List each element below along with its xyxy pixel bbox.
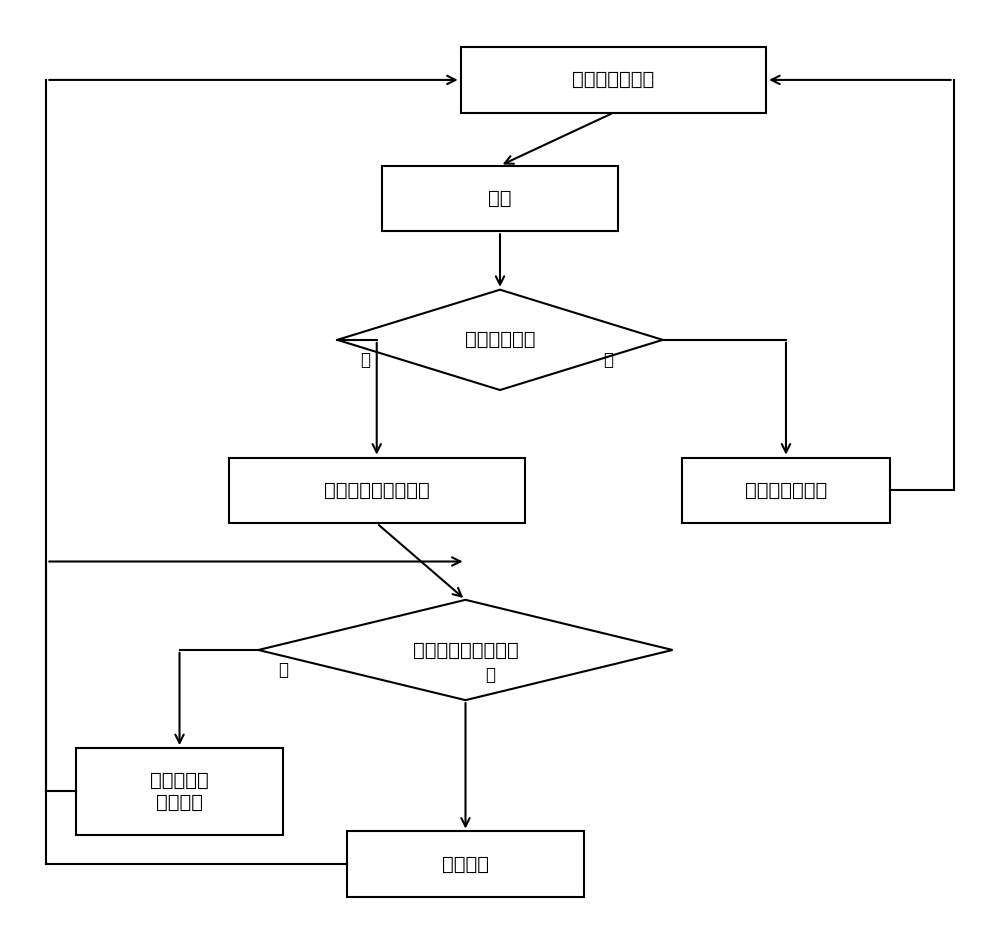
Text: 否: 否: [278, 661, 288, 679]
Text: 集成湿度传感器: 集成湿度传感器: [572, 70, 655, 90]
Text: 主机: 主机: [488, 189, 512, 208]
Bar: [76, 748, 283, 834]
Text: 集水池水位低于阈值: 集水池水位低于阈值: [413, 641, 518, 659]
Bar: [347, 832, 584, 897]
Polygon shape: [337, 290, 663, 390]
Text: 开启泵机送
水到湖中: 开启泵机送 水到湖中: [150, 770, 209, 812]
Text: 开启喷灌子模块: 开启喷灌子模块: [745, 481, 827, 500]
Bar: [229, 457, 525, 523]
Bar: [461, 47, 766, 113]
Bar: [382, 166, 618, 232]
Polygon shape: [258, 600, 673, 700]
Text: 湿度低于阈值: 湿度低于阈值: [465, 331, 535, 349]
Text: 继续收集: 继续收集: [442, 855, 489, 874]
Bar: [682, 457, 890, 523]
Text: 开启雨水收集子模块: 开启雨水收集子模块: [324, 481, 430, 500]
Text: 否: 否: [360, 351, 370, 369]
Text: 是: 是: [603, 351, 613, 369]
Text: 是: 是: [485, 666, 495, 683]
